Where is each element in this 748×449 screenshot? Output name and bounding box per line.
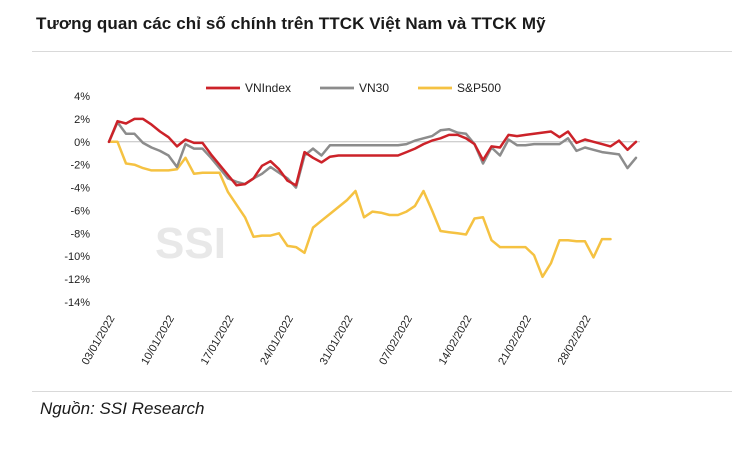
y-tick-label: -4% <box>70 183 90 195</box>
x-tick-label: 31/01/2022 <box>318 314 356 368</box>
y-tick-label: -2% <box>70 160 90 172</box>
source-note: Nguồn: SSI Research <box>40 399 205 418</box>
series-line-vnindex <box>107 117 638 187</box>
y-tick-label: 4% <box>74 91 90 103</box>
x-tick-label: 14/02/2022 <box>437 314 475 368</box>
legend-label-sp500: S&P500 <box>457 81 501 95</box>
watermark: SSI <box>155 219 226 268</box>
x-tick-label: 03/01/2022 <box>80 314 118 368</box>
series-line-vn30 <box>107 121 638 189</box>
x-tick-label: 28/02/2022 <box>556 314 594 368</box>
y-tick-label: -14% <box>64 297 90 309</box>
y-tick-label: -12% <box>64 274 90 286</box>
y-tick-label: 0% <box>74 137 90 149</box>
y-tick-label: -6% <box>70 205 90 217</box>
x-tick-label: 10/01/2022 <box>139 314 177 368</box>
bottom-divider <box>32 391 732 392</box>
y-axis: 4% 2% 0% -2% -4% -6% -8% -10% -12% -14% <box>64 91 90 309</box>
series-line-sp500 <box>107 140 612 279</box>
y-tick-label: -10% <box>64 251 90 263</box>
x-tick-label: 21/02/2022 <box>496 314 534 368</box>
title-divider <box>32 51 732 52</box>
x-tick-label: 07/02/2022 <box>377 314 415 368</box>
legend-label-vn30: VN30 <box>359 81 389 95</box>
x-tick-label: 24/01/2022 <box>258 314 296 368</box>
legend: VNIndex VN30 S&P500 <box>206 81 501 95</box>
chart-title: Tương quan các chỉ số chính trên TTCK Vi… <box>36 14 546 33</box>
y-tick-label: 2% <box>74 114 90 126</box>
series-layer <box>107 117 638 279</box>
y-tick-label: -8% <box>70 228 90 240</box>
x-tick-label: 17/01/2022 <box>199 314 237 368</box>
legend-label-vnindex: VNIndex <box>245 81 291 95</box>
